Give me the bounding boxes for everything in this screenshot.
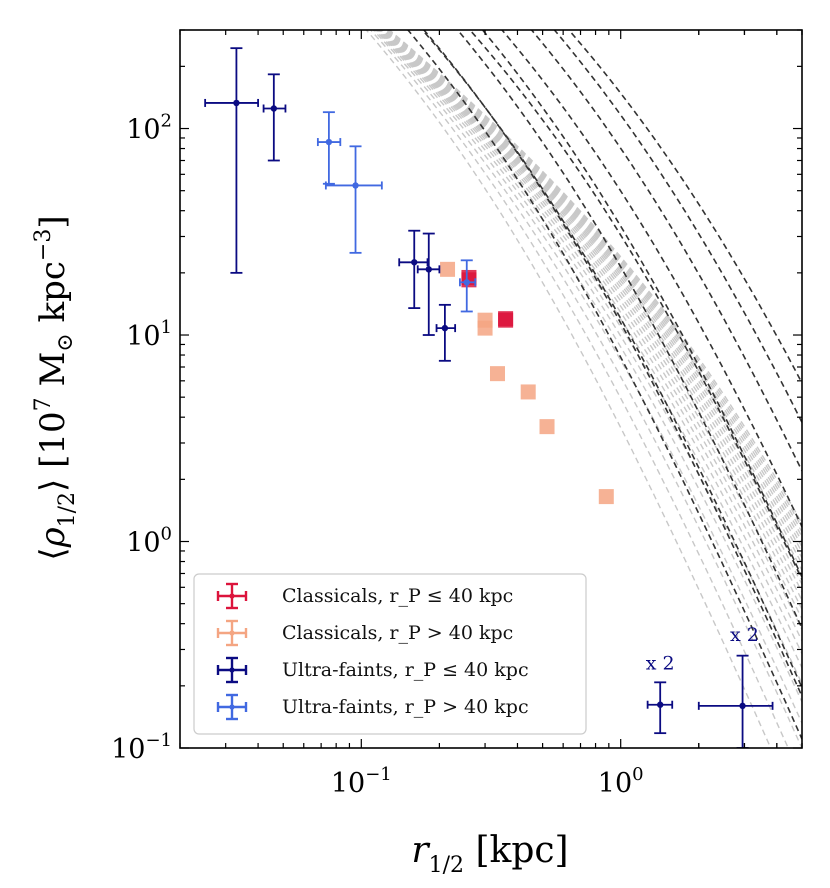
model-curve-light (369, 30, 789, 748)
model-curve-dark (553, 30, 802, 423)
model-curve-light (374, 30, 802, 724)
legend-marker (229, 704, 235, 710)
x-axis-label: r1/2 [kpc] (411, 830, 568, 878)
model-curve-dark (567, 30, 802, 384)
model-curve-light (388, 30, 802, 524)
model-curve-light (382, 30, 802, 578)
data-point (440, 261, 456, 277)
data-point (325, 138, 333, 146)
model-curve-dark (422, 30, 802, 697)
y-tick-label: 102 (126, 111, 172, 146)
model-curve-light (383, 30, 802, 565)
model-curve-light (387, 30, 802, 528)
legend-marker (229, 630, 235, 636)
model-curve-light (375, 30, 802, 703)
model-curve-light (379, 30, 802, 620)
model-curve-light (377, 30, 802, 669)
data-point (463, 279, 470, 286)
data-point (539, 419, 555, 435)
data-point (411, 259, 418, 266)
model-curve-light (384, 30, 802, 553)
model-curve-light (377, 30, 802, 654)
data-point (233, 99, 240, 107)
model-curve-light (381, 30, 802, 593)
legend-marker (229, 593, 235, 599)
y-tick-label: 10−1 (111, 730, 172, 765)
legend: Classicals, r_P ≤ 40 kpc Classicals, r_P … (193, 573, 587, 735)
data-point (352, 182, 359, 189)
axis-ticks (179, 29, 803, 749)
model-curve-light (381, 30, 802, 585)
legend-label: Classicals, r_P ≤ 40 kpc (282, 585, 513, 607)
x-tick-label: 100 (598, 764, 644, 799)
model-curve-dark (406, 30, 802, 740)
y-axis-label: ⟨ρ1/2⟩ [107 M⊙ kpc−3] (31, 215, 80, 560)
legend-label: Ultra-faints, r_P > 40 kpc (282, 696, 529, 718)
y-tick-label: 101 (126, 317, 172, 352)
model-curve-light (386, 30, 802, 542)
data-point (489, 366, 505, 382)
model-curve-dark (421, 30, 802, 688)
model-curve-light (379, 30, 802, 630)
model-curve-light (380, 30, 802, 601)
tick-labels: 10−1 100 10−1 100 101 102 (111, 111, 644, 799)
annotation-label: x 2 (730, 624, 759, 646)
data-point (425, 266, 432, 273)
data-point (477, 320, 493, 336)
plot-frame (179, 29, 803, 749)
data-point (656, 701, 664, 708)
data-point (520, 384, 536, 400)
model-curves (365, 30, 802, 748)
legend-label: Classicals, r_P > 40 kpc (282, 622, 513, 644)
data-points (204, 47, 774, 748)
data-point (441, 324, 449, 332)
x-tick-label: 10−1 (331, 764, 392, 799)
y-tick-label: 100 (126, 524, 172, 559)
legend-label: Ultra-faints, r_P ≤ 40 kpc (282, 659, 529, 681)
model-curve-dark (481, 30, 802, 578)
data-point (498, 311, 514, 327)
model-curve-light (383, 30, 802, 571)
legend-marker (229, 667, 235, 673)
model-curve-light (378, 30, 802, 642)
model-curve-light (384, 30, 802, 559)
data-point (739, 702, 746, 710)
data-point (598, 489, 614, 505)
legend-box (193, 573, 587, 735)
data-point (270, 105, 278, 112)
model-curve-dark (500, 30, 802, 527)
model-curve-light (365, 30, 772, 748)
annotations: x 2 x 2 (646, 624, 759, 675)
annotation-label: x 2 (646, 652, 675, 674)
model-curve-light (385, 30, 802, 548)
